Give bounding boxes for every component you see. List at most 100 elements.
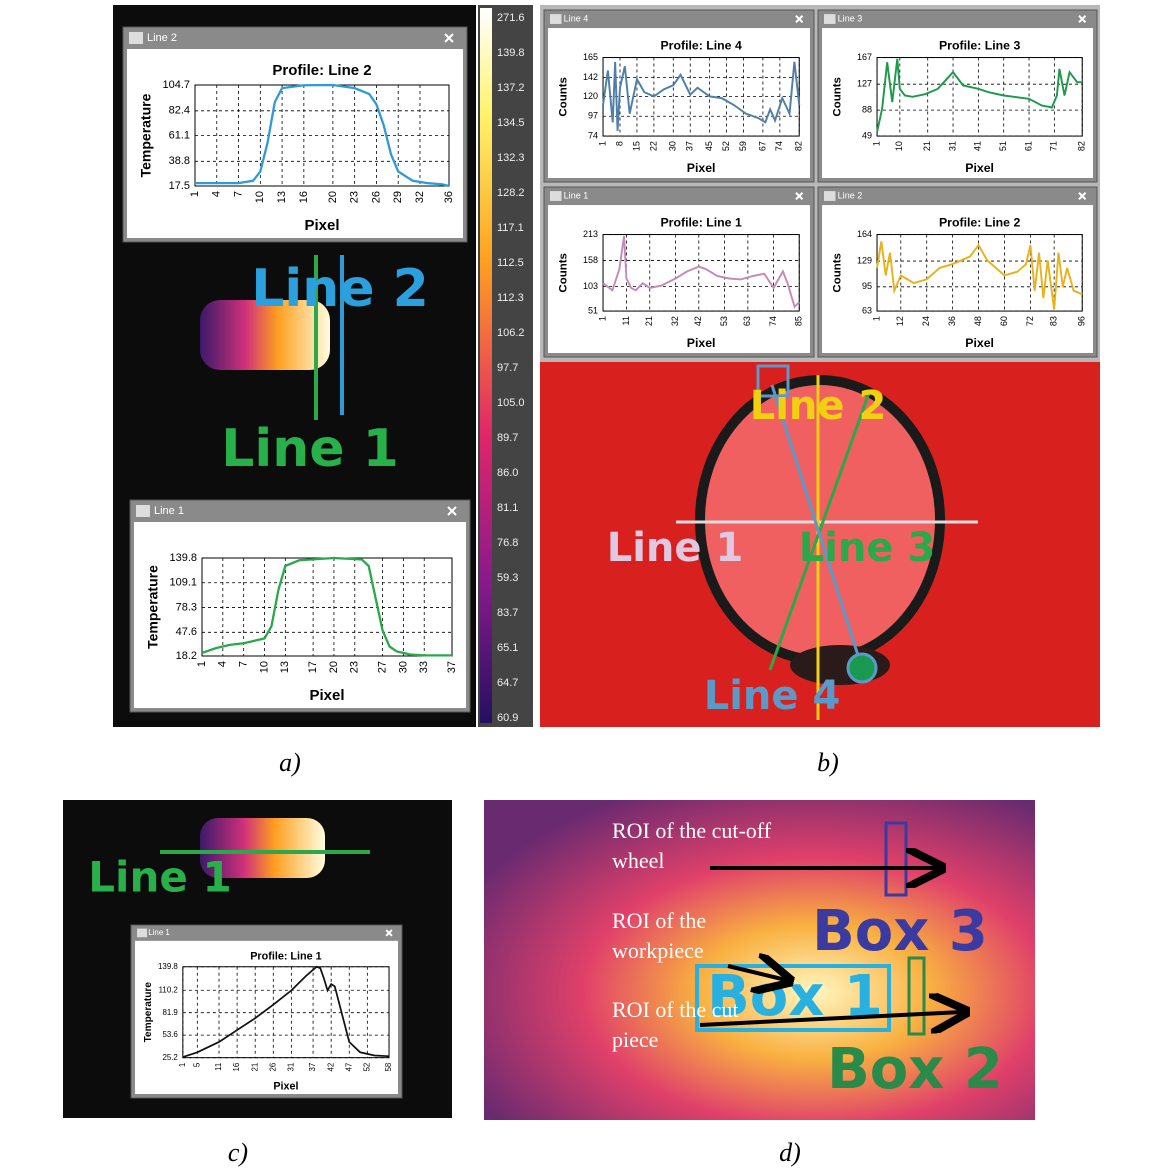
endpoint — [848, 654, 876, 682]
caption: c) — [228, 1138, 248, 1167]
x-tick-label: 16 — [298, 191, 310, 203]
window-title: Line 4 — [564, 13, 589, 23]
x-tick-label: 10 — [258, 661, 270, 673]
x-tick-label: 10 — [254, 191, 266, 203]
figure: Line 2 Line 1 a) Line 2 Line 1 Line 3 Li… — [0, 0, 1153, 1172]
x-tick-label: 4 — [217, 661, 229, 667]
x-tick-label: 26 — [370, 191, 382, 203]
y-tick-label: 167 — [857, 52, 872, 62]
x-tick-label: 60 — [999, 316, 1009, 326]
chart-title: Profile: Line 2 — [939, 215, 1020, 229]
x-tick-label: 26 — [268, 1062, 277, 1071]
x-tick-label: 37 — [446, 661, 458, 673]
caption: b) — [817, 748, 839, 777]
colorbar-label: 112.3 — [497, 292, 524, 304]
colorbar-label: 112.5 — [497, 257, 524, 269]
x-tick-label: 53 — [719, 316, 729, 326]
x-tick-label: 82 — [1077, 141, 1087, 151]
x-tick-label: 61 — [1023, 141, 1033, 151]
x-tick-label: 74 — [774, 141, 784, 151]
x-tick-label: 42 — [693, 316, 703, 326]
y-tick-label: 78.3 — [176, 601, 197, 613]
x-tick-label: 1 — [597, 316, 607, 321]
image-label: Line 1 — [88, 853, 231, 902]
y-axis-label: Counts — [558, 77, 570, 117]
x-tick-label: 10 — [894, 141, 904, 151]
y-tick-label: 17.5 — [169, 180, 190, 192]
x-axis-label: Pixel — [965, 161, 994, 175]
y-tick-label: 81.9 — [162, 1008, 178, 1017]
y-tick-label: 120 — [583, 91, 598, 101]
x-tick-label: 13 — [279, 661, 291, 673]
y-tick-label: 139.8 — [158, 962, 178, 971]
caption: a) — [279, 748, 301, 777]
y-axis-label: Counts — [832, 253, 844, 293]
colorbar-label: 81.1 — [497, 502, 518, 514]
chart-title: Profile: Line 1 — [250, 951, 321, 963]
x-tick-label: 1 — [597, 141, 607, 146]
x-tick-label: 72 — [1025, 316, 1035, 326]
colorbar-label: 59.3 — [497, 572, 518, 584]
colorbar-label: 65.1 — [497, 642, 518, 654]
chart-title: Profile: Line 1 — [660, 215, 741, 229]
x-tick-label: 67 — [757, 141, 767, 151]
x-tick-label: 1 — [178, 1062, 187, 1067]
box-label: Box 3 — [812, 899, 988, 964]
x-tick-label: 32 — [670, 316, 680, 326]
x-axis-label: Pixel — [687, 336, 716, 350]
y-tick-label: 139.8 — [169, 552, 197, 564]
x-tick-label: 29 — [392, 191, 404, 203]
roi-label: ROI of the cut-off — [612, 818, 772, 843]
x-tick-label: 21 — [922, 141, 932, 151]
window-icon — [129, 32, 143, 44]
x-tick-label: 8 — [614, 141, 624, 146]
roi-label: wheel — [612, 848, 665, 873]
chart-title: Profile: Line 2 — [272, 62, 371, 79]
chart-title: Profile: Line 4 — [660, 38, 741, 52]
y-tick-label: 53.6 — [162, 1030, 178, 1039]
window-icon — [550, 191, 561, 201]
colorbar-label: 83.7 — [497, 607, 518, 619]
y-tick-label: 97 — [588, 111, 598, 121]
image-label: Line 3 — [799, 525, 936, 571]
x-tick-label: 12 — [895, 316, 905, 326]
y-tick-label: 110.2 — [159, 985, 178, 994]
y-tick-label: 25.2 — [162, 1053, 177, 1062]
x-tick-label: 11 — [621, 316, 631, 325]
window-title: Line 1 — [564, 190, 589, 200]
colorbar-label: 134.5 — [497, 117, 525, 129]
colorbar-label: 139.8 — [497, 47, 525, 59]
y-axis-label: Temperature — [143, 982, 154, 1043]
x-tick-label: 20 — [327, 191, 339, 203]
x-tick-label: 42 — [326, 1063, 335, 1072]
y-tick-label: 127 — [857, 79, 872, 89]
colorbar-label: 132.3 — [497, 152, 525, 164]
colorbar-label: 64.7 — [497, 677, 518, 689]
image-label: Line 1 — [221, 419, 399, 479]
x-tick-label: 71 — [1049, 141, 1059, 151]
colorbar-label: 76.8 — [497, 537, 518, 549]
x-tick-label: 33 — [418, 661, 430, 673]
image-label: Line 4 — [704, 673, 841, 719]
x-tick-label: 52 — [362, 1063, 371, 1072]
roi-label: ROI of the — [612, 908, 706, 933]
x-tick-label: 30 — [397, 661, 409, 673]
x-tick-label: 21 — [250, 1062, 259, 1071]
y-axis-label: Counts — [558, 253, 570, 293]
window-body — [134, 522, 466, 708]
x-tick-label: 23 — [349, 661, 361, 673]
colorbar-label: 137.2 — [497, 82, 525, 94]
x-tick-label: 47 — [344, 1063, 353, 1072]
x-tick-label: 1 — [189, 191, 201, 197]
y-tick-label: 109.1 — [169, 577, 197, 589]
window-title: Line 1 — [148, 928, 170, 937]
y-axis-label: Temperature — [145, 565, 161, 649]
y-axis-label: Temperature — [138, 93, 154, 177]
x-tick-label: 22 — [648, 141, 658, 151]
image-label: Line 2 — [251, 259, 429, 319]
y-tick-label: 164 — [857, 229, 872, 239]
caption: d) — [779, 1138, 801, 1167]
x-tick-label: 17 — [307, 661, 319, 673]
y-tick-label: 49 — [862, 130, 872, 140]
chart-title: Profile: Line 3 — [939, 38, 1020, 52]
